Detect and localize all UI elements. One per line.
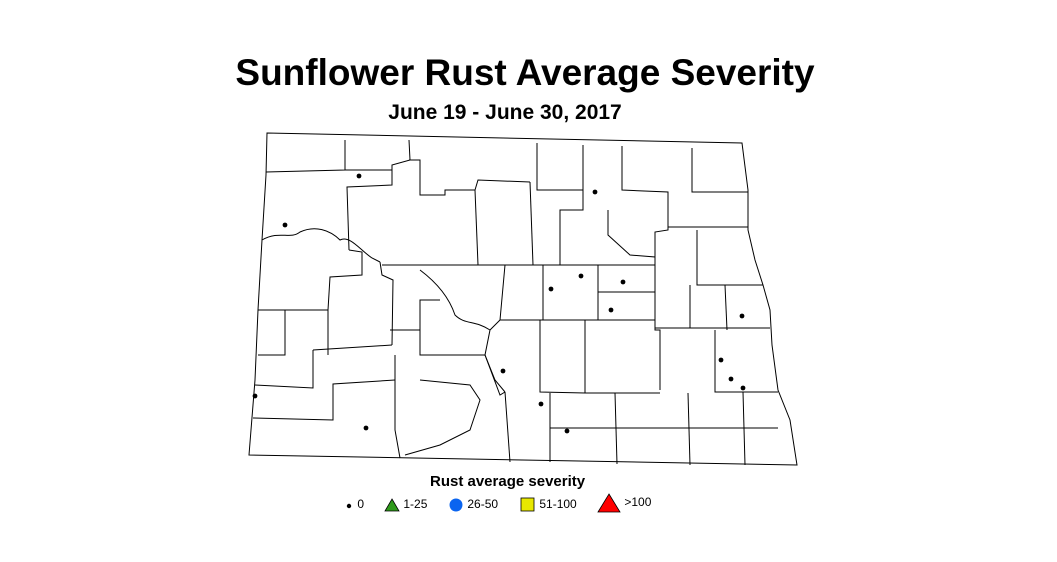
site-marker (252, 393, 258, 399)
legend-item-1: 1-25 (384, 497, 427, 512)
observation-points (252, 173, 746, 434)
legend-label: 0 (357, 497, 365, 511)
site-marker (728, 376, 734, 382)
map-subtitle: June 19 - June 30, 2017 (388, 101, 622, 124)
state-outline (248, 132, 798, 466)
legend-label: >100 (624, 495, 652, 510)
site-marker (538, 401, 544, 407)
legend-item-4: >100 (597, 493, 651, 513)
site-marker (740, 385, 746, 391)
legend-item-3: 51-100 (520, 497, 577, 513)
legend-item-0: 0 (344, 497, 364, 511)
legend-label: 51-100 (539, 497, 577, 512)
small-dot-icon (346, 503, 352, 509)
green-triangle-icon (384, 498, 400, 512)
map-title: Sunflower Rust Average Severity (235, 52, 815, 93)
legend-label: 1-25 (403, 497, 428, 511)
site-marker (564, 428, 570, 434)
site-marker (718, 357, 724, 363)
site-marker (548, 286, 554, 292)
county-boundaries (252, 139, 778, 466)
site-marker (282, 222, 288, 228)
site-marker (620, 279, 626, 285)
site-marker (592, 189, 598, 195)
site-marker (500, 368, 506, 374)
blue-circle-icon (449, 498, 463, 512)
legend-item-2: 26-50 (448, 497, 498, 512)
site-marker (356, 173, 362, 179)
yellow-square-icon (520, 497, 535, 512)
red-triangle-icon (597, 493, 621, 513)
site-marker (608, 307, 614, 313)
site-marker (739, 313, 745, 319)
site-marker (363, 425, 369, 431)
site-marker (578, 273, 584, 279)
legend-label: 26-50 (467, 497, 499, 511)
legend-title: Rust average severity (430, 473, 586, 490)
